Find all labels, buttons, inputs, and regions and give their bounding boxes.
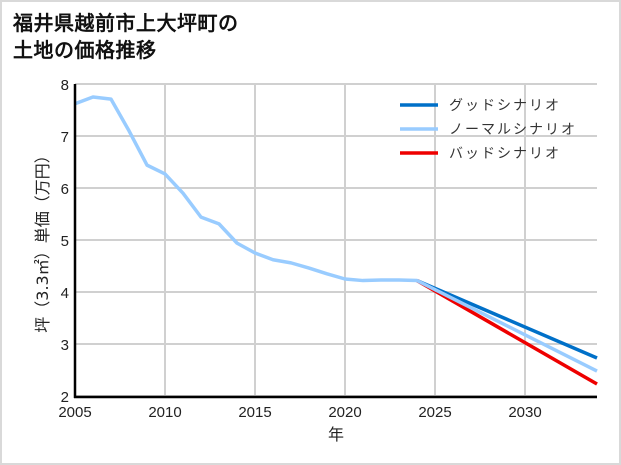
series-line [416,279,598,386]
y-tick-label: 2 [61,389,69,406]
x-tick-label: 2005 [58,404,91,421]
x-tick-label: 2025 [418,404,451,421]
y-tick-label: 7 [61,129,69,146]
x-tick-label: 2015 [238,404,271,421]
legend-label: グッドシナリオ [449,98,561,114]
chart-title-line1: 福井県越前市上大坪町の [13,11,239,35]
legend-label: ノーマルシナリオ [449,122,577,138]
y-tick-label: 5 [61,233,69,250]
y-tick-label: 8 [61,77,69,94]
x-tick-label: 2010 [148,404,181,421]
y-tick-label: 6 [61,181,69,198]
series-line [416,278,598,360]
series-lines [74,95,598,386]
legend-label: バッドシナリオ [449,146,561,162]
x-tick-label: 2020 [328,404,361,421]
x-tick-label: 2030 [508,404,541,421]
chart-title: 福井県越前市上大坪町の 土地の価格推移 [13,10,239,64]
y-tick-label: 3 [61,337,69,354]
tick-labels: 2005 2010 2015 2020 2025 2030 2 3 4 5 6 7 8 [58,77,541,421]
series-line [74,95,598,373]
chart-title-line2: 土地の価格推移 [13,38,157,62]
y-axis-label: 坪（3.3㎡）単価（万円） [33,147,52,332]
x-axis-label: 年 [328,425,344,444]
y-tick-label: 4 [61,285,69,302]
axes [73,84,597,399]
